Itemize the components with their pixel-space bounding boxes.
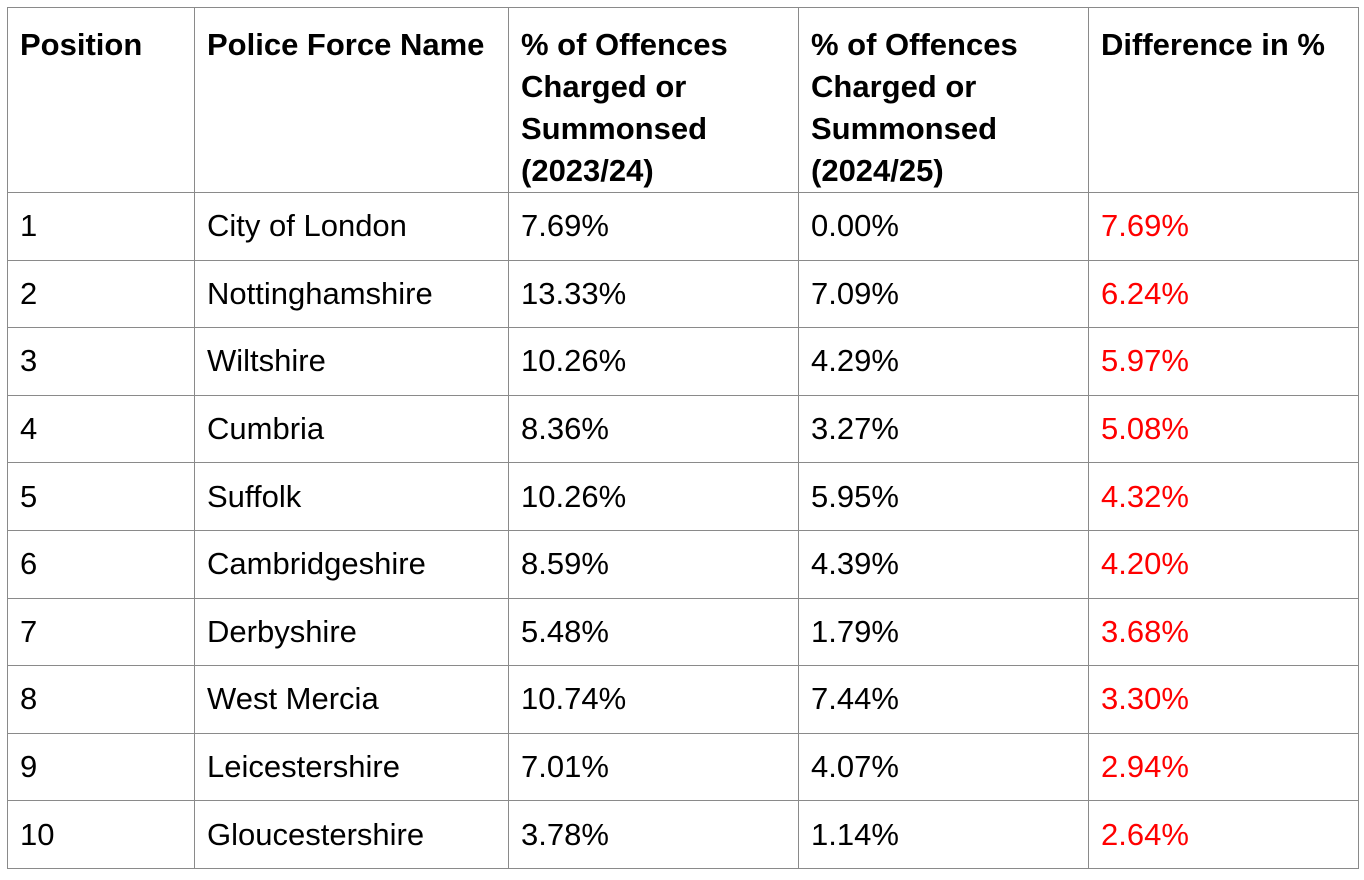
cell-pct-2023-24: 5.48% — [508, 597, 799, 667]
cell-position: 10 — [7, 800, 195, 869]
table-row: 6 Cambridgeshire 8.59% 4.39% 4.20% — [7, 529, 1359, 599]
cell-police-force-name: Gloucestershire — [194, 800, 509, 869]
header-police-force-name: Police Force Name — [194, 7, 509, 193]
cell-position: 8 — [7, 665, 195, 734]
cell-pct-2024-25: 4.07% — [798, 732, 1089, 802]
header-difference: Difference in % — [1088, 7, 1359, 193]
table-row: 10 Gloucestershire 3.78% 1.14% 2.64% — [7, 800, 1359, 869]
cell-difference: 2.64% — [1088, 800, 1359, 869]
cell-pct-2024-25: 7.09% — [798, 259, 1089, 329]
cell-pct-2024-25: 5.95% — [798, 462, 1089, 531]
cell-police-force-name: Cambridgeshire — [194, 529, 509, 599]
cell-police-force-name: Wiltshire — [194, 327, 509, 396]
cell-position: 7 — [7, 597, 195, 667]
police-force-table: Position Police Force Name% of Offences C… — [7, 7, 1359, 869]
cell-difference: 5.97% — [1088, 327, 1359, 396]
cell-difference: 3.68% — [1088, 597, 1359, 667]
cell-pct-2024-25: 4.39% — [798, 529, 1089, 599]
table-row: 8 West Mercia 10.74% 7.44% 3.30% — [7, 665, 1359, 734]
cell-pct-2024-25: 7.44% — [798, 665, 1089, 734]
table-row: 4 Cumbria 8.36% 3.27% 5.08% — [7, 394, 1359, 464]
cell-police-force-name: West Mercia — [194, 665, 509, 734]
cell-difference: 2.94% — [1088, 732, 1359, 802]
cell-pct-2024-25: 0.00% — [798, 192, 1089, 261]
table-row: 9 Leicestershire 7.01% 4.07% 2.94% — [7, 732, 1359, 802]
cell-pct-2023-24: 8.59% — [508, 529, 799, 599]
cell-police-force-name: Leicestershire — [194, 732, 509, 802]
cell-difference: 3.30% — [1088, 665, 1359, 734]
cell-position: 4 — [7, 394, 195, 464]
cell-position: 3 — [7, 327, 195, 396]
header-pct-2023-24: % of Offences Charged or Summonsed (2023… — [508, 7, 799, 193]
cell-pct-2024-25: 1.14% — [798, 800, 1089, 869]
cell-pct-2023-24: 3.78% — [508, 800, 799, 869]
cell-position: 9 — [7, 732, 195, 802]
header-position: Position — [7, 7, 195, 193]
cell-pct-2023-24: 8.36% — [508, 394, 799, 464]
cell-pct-2023-24: 10.74% — [508, 665, 799, 734]
cell-difference: 7.69% — [1088, 192, 1359, 261]
header-row: Position Police Force Name% of Offences C… — [7, 7, 1359, 193]
cell-position: 2 — [7, 259, 195, 329]
cell-pct-2023-24: 7.01% — [508, 732, 799, 802]
header-pct-2024-25: % of Offences Charged or Summonsed (2024… — [798, 7, 1089, 193]
cell-police-force-name: City of London — [194, 192, 509, 261]
table-row: 2 Nottinghamshire 13.33% 7.09% 6.24% — [7, 259, 1359, 329]
cell-police-force-name: Suffolk — [194, 462, 509, 531]
cell-difference: 4.20% — [1088, 529, 1359, 599]
cell-pct-2023-24: 7.69% — [508, 192, 799, 261]
cell-police-force-name: Cumbria — [194, 394, 509, 464]
table-row: 1 City of London 7.69% 0.00% 7.69% — [7, 192, 1359, 261]
table-row: 3 Wiltshire 10.26% 4.29% 5.97% — [7, 327, 1359, 396]
cell-pct-2024-25: 4.29% — [798, 327, 1089, 396]
cell-pct-2023-24: 10.26% — [508, 462, 799, 531]
cell-police-force-name: Derbyshire — [194, 597, 509, 667]
cell-pct-2024-25: 3.27% — [798, 394, 1089, 464]
cell-position: 6 — [7, 529, 195, 599]
cell-pct-2023-24: 10.26% — [508, 327, 799, 396]
cell-difference: 6.24% — [1088, 259, 1359, 329]
table-row: 7 Derbyshire 5.48% 1.79% 3.68% — [7, 597, 1359, 667]
cell-pct-2023-24: 13.33% — [508, 259, 799, 329]
cell-position: 1 — [7, 192, 195, 261]
cell-difference: 5.08% — [1088, 394, 1359, 464]
cell-pct-2024-25: 1.79% — [798, 597, 1089, 667]
table-row: 5 Suffolk 10.26% 5.95% 4.32% — [7, 462, 1359, 531]
cell-police-force-name: Nottinghamshire — [194, 259, 509, 329]
cell-position: 5 — [7, 462, 195, 531]
cell-difference: 4.32% — [1088, 462, 1359, 531]
